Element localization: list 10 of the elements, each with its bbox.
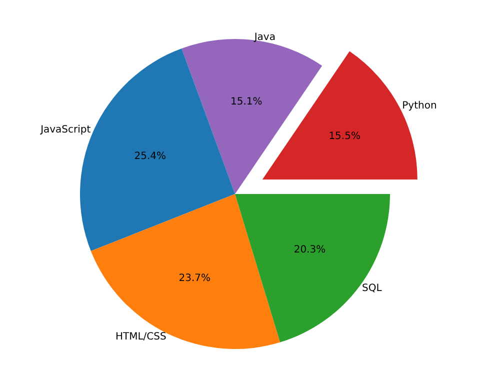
- slice-label: Java: [253, 32, 276, 44]
- slice-label: SQL: [362, 283, 382, 294]
- slice-label: Python: [402, 100, 437, 112]
- data-label: 15.1%: [230, 96, 262, 108]
- slice-label: JavaScript: [40, 124, 91, 136]
- data-label: 23.7%: [178, 272, 210, 284]
- data-label: 25.4%: [134, 150, 166, 162]
- data-label: 20.3%: [294, 244, 326, 256]
- data-label: 15.5%: [328, 130, 360, 142]
- slice-label: HTML/CSS: [115, 331, 166, 342]
